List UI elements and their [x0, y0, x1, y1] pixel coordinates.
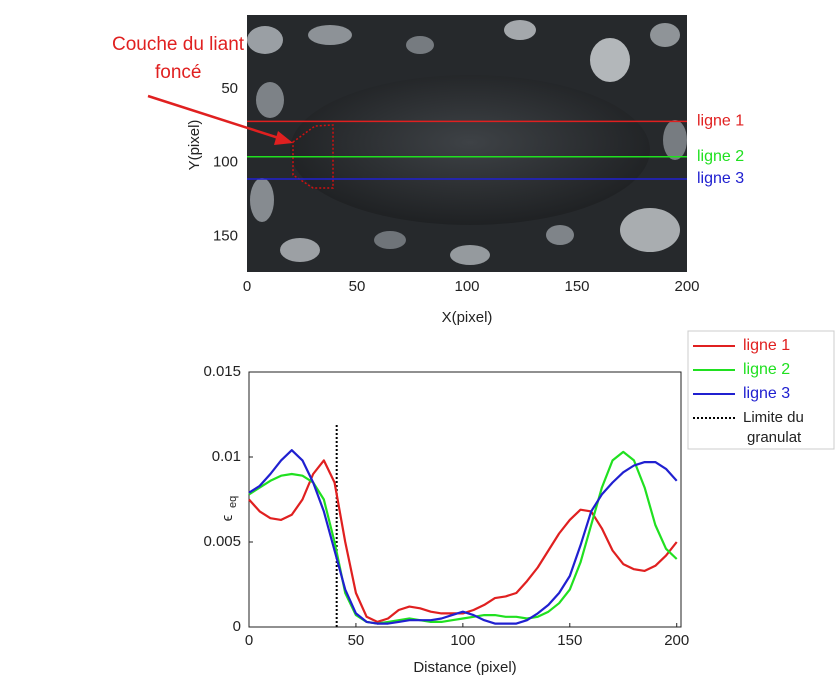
legend-label: Limite du [743, 409, 804, 426]
legend-label: ligne 3 [743, 385, 790, 402]
binder-region [292, 124, 334, 189]
annotation-arrow [147, 94, 286, 142]
series-line [248, 450, 678, 625]
line-label: ligne 3 [697, 170, 744, 187]
legend-box [687, 330, 835, 450]
x-tick-label: 50 [349, 278, 366, 295]
plot-frame [248, 371, 682, 628]
series-line [248, 459, 678, 624]
line-label: ligne 1 [697, 113, 744, 130]
y-axis-subscript: eq [227, 496, 239, 508]
x-tick-label: 50 [348, 632, 365, 649]
legend-label: ligne 1 [743, 337, 790, 354]
y-tick-label: 0 [233, 618, 241, 635]
y-tick-label: 100 [213, 154, 238, 171]
y-tick-label: 150 [213, 228, 238, 245]
legend-label: ligne 2 [743, 361, 790, 378]
x-tick-label: 100 [454, 278, 479, 295]
x-tick-label: 100 [450, 632, 475, 649]
x-axis-label: Distance (pixel) [413, 659, 516, 676]
series-line [248, 449, 678, 625]
y-tick-label: 0.005 [203, 533, 241, 550]
legend-label: granulat [747, 429, 802, 446]
line-label: ligne 2 [697, 148, 744, 165]
annotation: foncé [155, 62, 201, 83]
y-tick-label: 0.015 [203, 363, 241, 380]
annotation: Couche du liant [112, 34, 245, 55]
y-axis-symbol: ϵ [219, 514, 236, 521]
y-tick-label: 0.01 [212, 448, 241, 465]
x-tick-label: 0 [245, 632, 253, 649]
x-tick-label: 0 [243, 278, 251, 295]
y-axis-label: ϵ eq [219, 496, 239, 522]
x-tick-label: 200 [674, 278, 699, 295]
x-tick-label: 150 [564, 278, 589, 295]
x-tick-label: 200 [664, 632, 689, 649]
y-tick-label: 50 [221, 80, 238, 97]
y-axis-label: Y(pixel) [186, 120, 203, 171]
annotation-arrowhead [274, 131, 293, 145]
x-axis-label: X(pixel) [442, 309, 493, 326]
photo [247, 15, 687, 272]
x-tick-label: 150 [557, 632, 582, 649]
